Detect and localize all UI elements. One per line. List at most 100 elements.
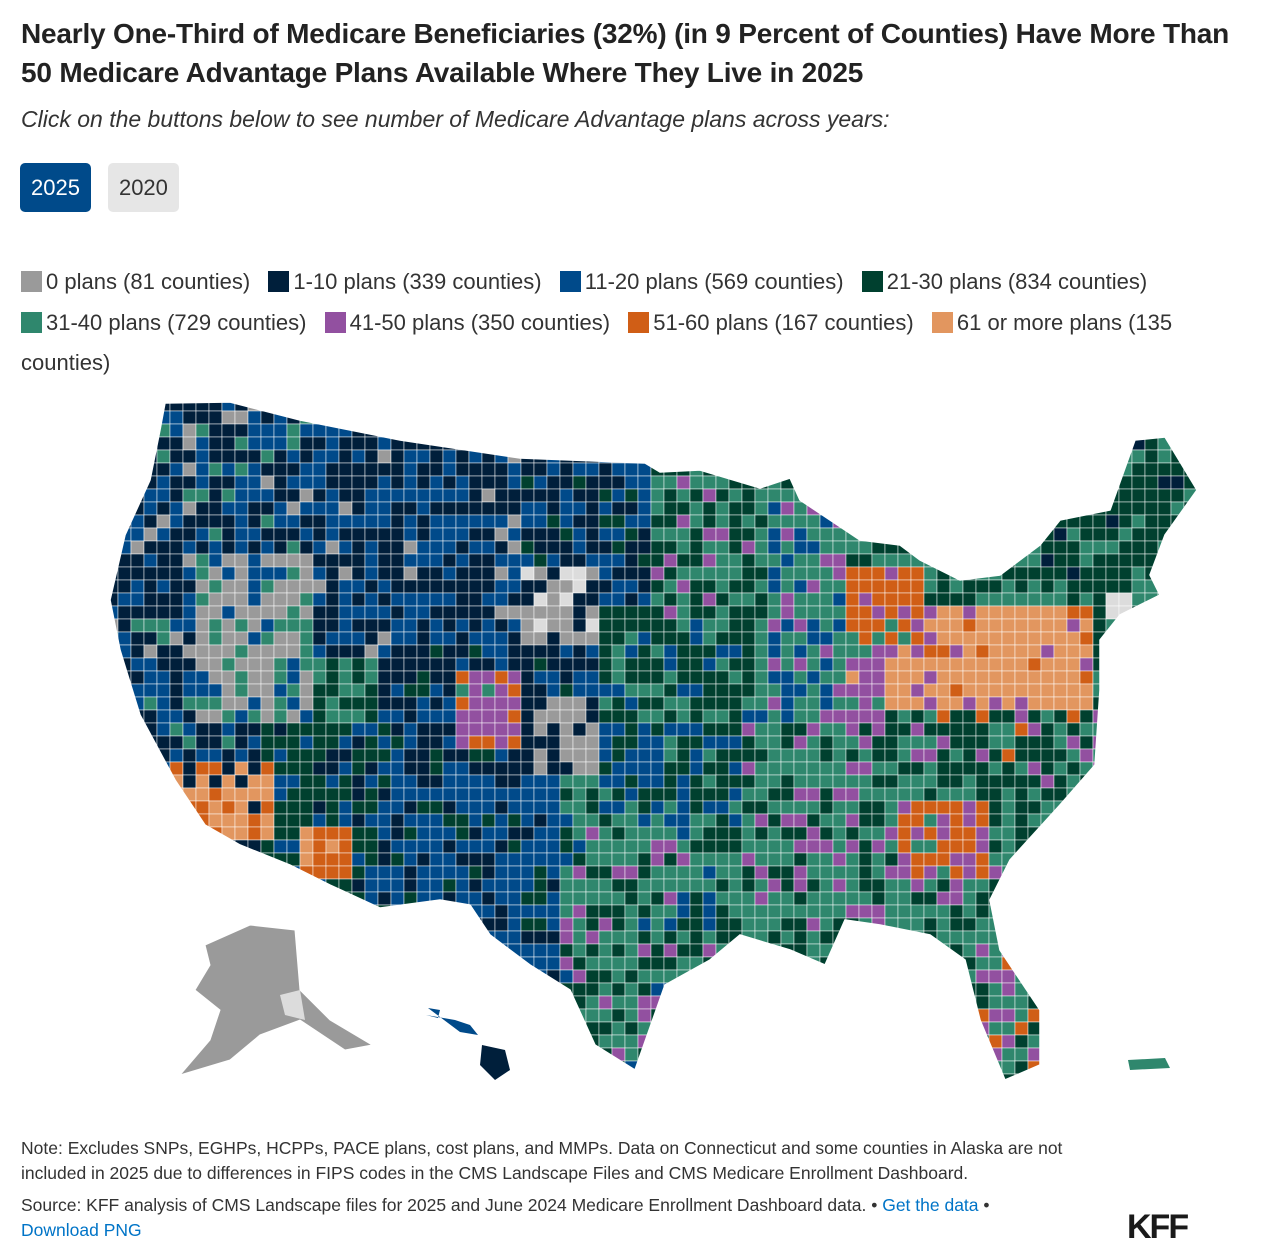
county-cell[interactable] <box>1040 1047 1055 1062</box>
county-cell[interactable] <box>572 865 587 880</box>
county-cell[interactable] <box>819 774 834 789</box>
county-cell[interactable] <box>572 826 587 841</box>
county-cell[interactable] <box>1053 566 1068 581</box>
county-cell[interactable] <box>923 917 938 932</box>
county-cell[interactable] <box>884 735 899 750</box>
county-cell[interactable] <box>169 735 184 750</box>
county-cell[interactable] <box>585 761 600 776</box>
county-cell[interactable] <box>858 1073 873 1087</box>
county-cell[interactable] <box>247 774 262 789</box>
county-cell[interactable] <box>702 398 717 412</box>
county-cell[interactable] <box>390 852 405 867</box>
county-cell[interactable] <box>1131 995 1146 1010</box>
county-cell[interactable] <box>351 735 366 750</box>
county-cell[interactable] <box>1131 410 1146 425</box>
county-cell[interactable] <box>780 917 795 932</box>
county-cell[interactable] <box>689 592 704 607</box>
county-cell[interactable] <box>208 709 223 724</box>
county-cell[interactable] <box>195 618 210 633</box>
county-cell[interactable] <box>338 501 353 516</box>
county-cell[interactable] <box>481 709 496 724</box>
county-cell[interactable] <box>884 501 899 516</box>
county-cell[interactable] <box>1053 592 1068 607</box>
county-cell[interactable] <box>416 579 431 594</box>
county-cell[interactable] <box>442 917 457 932</box>
county-cell[interactable] <box>130 774 145 789</box>
county-cell[interactable] <box>1196 566 1210 581</box>
county-cell[interactable] <box>442 644 457 659</box>
county-cell[interactable] <box>884 1047 899 1062</box>
county-cell[interactable] <box>871 1034 886 1049</box>
county-cell[interactable] <box>1001 1047 1016 1062</box>
county-cell[interactable] <box>910 670 925 685</box>
county-cell[interactable] <box>364 748 379 763</box>
county-cell[interactable] <box>1014 618 1029 633</box>
county-cell[interactable] <box>546 696 561 711</box>
county-cell[interactable] <box>962 722 977 737</box>
county-cell[interactable] <box>1196 488 1210 503</box>
county-cell[interactable] <box>585 618 600 633</box>
county-cell[interactable] <box>1170 605 1185 620</box>
county-cell[interactable] <box>663 891 678 906</box>
county-cell[interactable] <box>130 592 145 607</box>
county-cell[interactable] <box>962 1008 977 1023</box>
county-cell[interactable] <box>156 553 171 568</box>
county-cell[interactable] <box>910 761 925 776</box>
county-cell[interactable] <box>988 839 1003 854</box>
county-cell[interactable] <box>1105 1021 1120 1036</box>
county-cell[interactable] <box>377 1021 392 1036</box>
county-cell[interactable] <box>105 865 119 880</box>
county-cell[interactable] <box>624 969 639 984</box>
county-cell[interactable] <box>793 670 808 685</box>
county-cell[interactable] <box>312 800 327 815</box>
county-cell[interactable] <box>364 969 379 984</box>
county-cell[interactable] <box>949 527 964 542</box>
county-cell[interactable] <box>105 943 119 958</box>
county-cell[interactable] <box>105 709 119 724</box>
county-cell[interactable] <box>1092 436 1107 451</box>
county-cell[interactable] <box>390 865 405 880</box>
county-cell[interactable] <box>390 475 405 490</box>
county-cell[interactable] <box>676 1073 691 1087</box>
county-cell[interactable] <box>585 1047 600 1062</box>
county-cell[interactable] <box>962 852 977 867</box>
county-cell[interactable] <box>403 709 418 724</box>
county-cell[interactable] <box>637 488 652 503</box>
county-cell[interactable] <box>494 969 509 984</box>
county-cell[interactable] <box>403 748 418 763</box>
county-cell[interactable] <box>767 527 782 542</box>
county-cell[interactable] <box>507 865 522 880</box>
county-cell[interactable] <box>754 774 769 789</box>
county-cell[interactable] <box>572 787 587 802</box>
county-cell[interactable] <box>520 813 535 828</box>
county-cell[interactable] <box>871 982 886 997</box>
county-cell[interactable] <box>1144 969 1159 984</box>
county-cell[interactable] <box>390 683 405 698</box>
county-cell[interactable] <box>416 787 431 802</box>
county-cell[interactable] <box>988 618 1003 633</box>
county-cell[interactable] <box>936 683 951 698</box>
county-cell[interactable] <box>143 904 158 919</box>
county-cell[interactable] <box>988 969 1003 984</box>
county-cell[interactable] <box>117 956 132 971</box>
county-cell[interactable] <box>494 865 509 880</box>
county-cell[interactable] <box>468 398 483 412</box>
county-cell[interactable] <box>182 904 197 919</box>
county-cell[interactable] <box>143 423 158 438</box>
county-cell[interactable] <box>832 943 847 958</box>
county-cell[interactable] <box>1170 644 1185 659</box>
county-cell[interactable] <box>169 579 184 594</box>
county-cell[interactable] <box>442 1047 457 1062</box>
county-cell[interactable] <box>897 826 912 841</box>
county-cell[interactable] <box>845 436 860 451</box>
county-cell[interactable] <box>1027 774 1042 789</box>
county-cell[interactable] <box>156 475 171 490</box>
county-cell[interactable] <box>988 722 1003 737</box>
county-cell[interactable] <box>143 1073 158 1087</box>
county-cell[interactable] <box>546 956 561 971</box>
county-cell[interactable] <box>897 553 912 568</box>
county-cell[interactable] <box>624 956 639 971</box>
county-cell[interactable] <box>117 1034 132 1049</box>
county-cell[interactable] <box>507 566 522 581</box>
county-cell[interactable] <box>585 774 600 789</box>
